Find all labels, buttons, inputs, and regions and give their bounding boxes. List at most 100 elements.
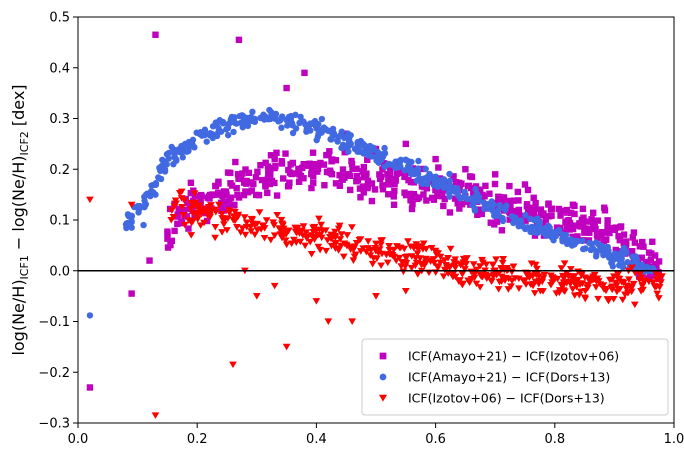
data-point xyxy=(310,119,317,126)
data-point xyxy=(423,185,431,192)
data-point xyxy=(586,278,594,286)
data-point xyxy=(324,318,333,325)
data-point xyxy=(286,179,293,186)
data-point xyxy=(332,157,340,164)
data-point xyxy=(197,191,205,199)
data-point xyxy=(346,246,355,253)
data-point xyxy=(225,209,234,217)
data-point xyxy=(224,131,232,139)
data-point xyxy=(371,186,379,193)
data-point xyxy=(563,206,571,214)
data-point xyxy=(440,178,447,185)
data-point xyxy=(140,221,147,229)
data-point xyxy=(531,232,539,239)
data-point xyxy=(193,212,202,220)
data-point xyxy=(571,278,580,286)
data-point xyxy=(402,156,410,164)
data-point xyxy=(365,152,372,159)
data-point xyxy=(540,220,547,228)
data-point xyxy=(548,212,555,219)
data-point xyxy=(348,224,356,231)
data-point xyxy=(233,224,241,231)
data-point xyxy=(454,185,461,192)
data-point xyxy=(326,167,334,174)
data-point xyxy=(582,228,590,235)
data-point xyxy=(368,260,377,268)
x-tick-label: 1.0 xyxy=(664,432,684,447)
data-point xyxy=(630,229,638,236)
data-point xyxy=(168,237,176,245)
data-point xyxy=(276,231,285,238)
data-point xyxy=(366,252,375,259)
data-point xyxy=(179,154,187,161)
data-point xyxy=(336,132,344,139)
data-point xyxy=(434,192,441,200)
data-point xyxy=(206,213,214,221)
data-point xyxy=(321,182,328,189)
data-point xyxy=(146,257,153,264)
data-point xyxy=(572,239,579,246)
data-point xyxy=(364,238,373,245)
data-point xyxy=(444,254,452,262)
data-point xyxy=(296,238,305,246)
data-point xyxy=(220,198,228,206)
data-point xyxy=(521,181,529,188)
data-point xyxy=(204,194,211,201)
axis-ticks: 0.0 0.2 0.4 0.6 0.8 1.0 −0.3 −0.2 −0.1 0.0 0.1 0.2 0… xyxy=(38,11,684,448)
data-point xyxy=(446,245,455,253)
data-point xyxy=(283,84,290,92)
data-point xyxy=(339,253,348,261)
data-point xyxy=(608,286,617,294)
data-point xyxy=(419,180,426,187)
data-point xyxy=(135,209,142,216)
data-point xyxy=(555,287,564,294)
data-point xyxy=(386,167,394,174)
data-point xyxy=(385,242,393,250)
data-point xyxy=(205,130,213,137)
data-point xyxy=(509,263,518,271)
data-point xyxy=(580,294,589,301)
data-point xyxy=(141,197,148,205)
data-point xyxy=(142,191,150,199)
data-point xyxy=(515,285,523,292)
data-point xyxy=(429,194,436,202)
data-point xyxy=(458,271,467,278)
data-point xyxy=(295,165,302,173)
data-point xyxy=(377,241,385,249)
data-point xyxy=(507,201,514,208)
data-point xyxy=(470,190,477,198)
data-point xyxy=(469,261,478,268)
data-point xyxy=(643,263,651,271)
data-point xyxy=(612,246,619,254)
data-point xyxy=(190,190,199,197)
data-point xyxy=(555,226,563,234)
data-point xyxy=(337,231,346,238)
data-point xyxy=(507,205,514,212)
y-label-sub2: ICF2 xyxy=(18,131,31,155)
data-point xyxy=(195,202,204,210)
data-point xyxy=(580,274,589,281)
data-point xyxy=(218,210,226,218)
data-point xyxy=(614,271,622,279)
data-point xyxy=(653,290,662,298)
data-point xyxy=(248,216,257,224)
data-point xyxy=(213,132,221,140)
data-point xyxy=(255,209,264,216)
data-point xyxy=(499,195,507,203)
data-point xyxy=(260,234,269,242)
data-point xyxy=(552,290,561,297)
data-point xyxy=(246,223,255,231)
data-point xyxy=(238,225,247,232)
data-point xyxy=(612,279,620,287)
data-point xyxy=(565,216,572,224)
data-point xyxy=(385,246,394,254)
data-point xyxy=(352,240,361,247)
data-point xyxy=(391,187,398,194)
data-point xyxy=(307,250,316,258)
data-point xyxy=(416,175,423,182)
data-point xyxy=(167,217,176,224)
data-point xyxy=(336,171,343,179)
data-point xyxy=(349,165,356,172)
data-point xyxy=(188,202,197,209)
data-point xyxy=(372,293,380,300)
